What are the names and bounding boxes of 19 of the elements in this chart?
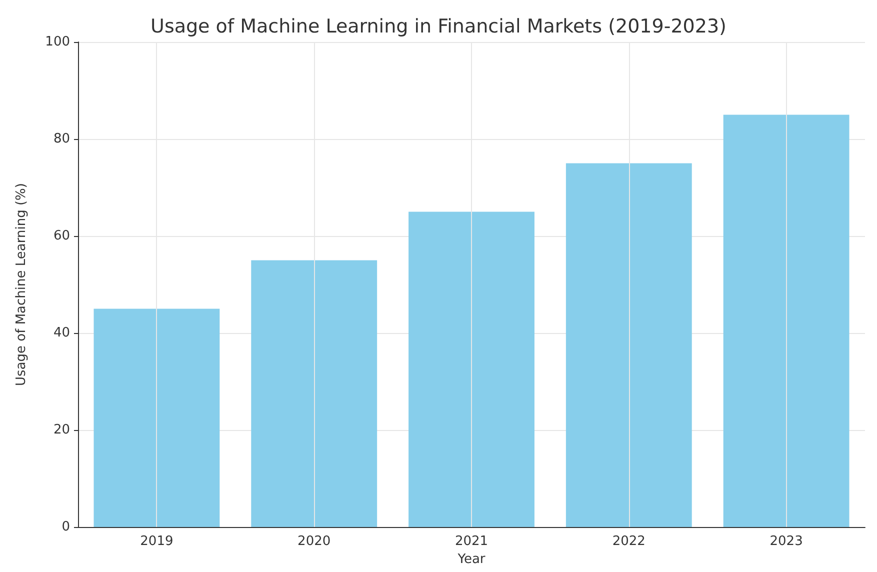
x-tick-label: 2021 bbox=[454, 534, 488, 549]
y-tick-label: 20 bbox=[53, 422, 70, 438]
bar bbox=[723, 114, 850, 527]
bar bbox=[408, 212, 534, 527]
x-tick-label: 2019 bbox=[140, 534, 174, 549]
y-tick-label: 80 bbox=[53, 132, 70, 146]
y-tick-label: 0 bbox=[62, 520, 70, 534]
y-tick-label: 60 bbox=[53, 228, 70, 244]
x-tick-label: 2023 bbox=[770, 534, 803, 549]
bar bbox=[251, 260, 378, 527]
y-axis-title: Usage of Machine Learning (%) bbox=[14, 183, 29, 386]
x-tick-label: 2020 bbox=[298, 534, 331, 549]
x-axis-title: Year bbox=[456, 552, 486, 567]
x-tick-label: 2022 bbox=[612, 534, 646, 549]
y-tick-label: 40 bbox=[53, 326, 70, 340]
chart-title: Usage of Machine Learning in Financial Markets (2019-2023) bbox=[150, 16, 726, 38]
bar bbox=[566, 163, 692, 527]
y-tick-label: 100 bbox=[45, 34, 70, 50]
bar bbox=[94, 308, 220, 527]
